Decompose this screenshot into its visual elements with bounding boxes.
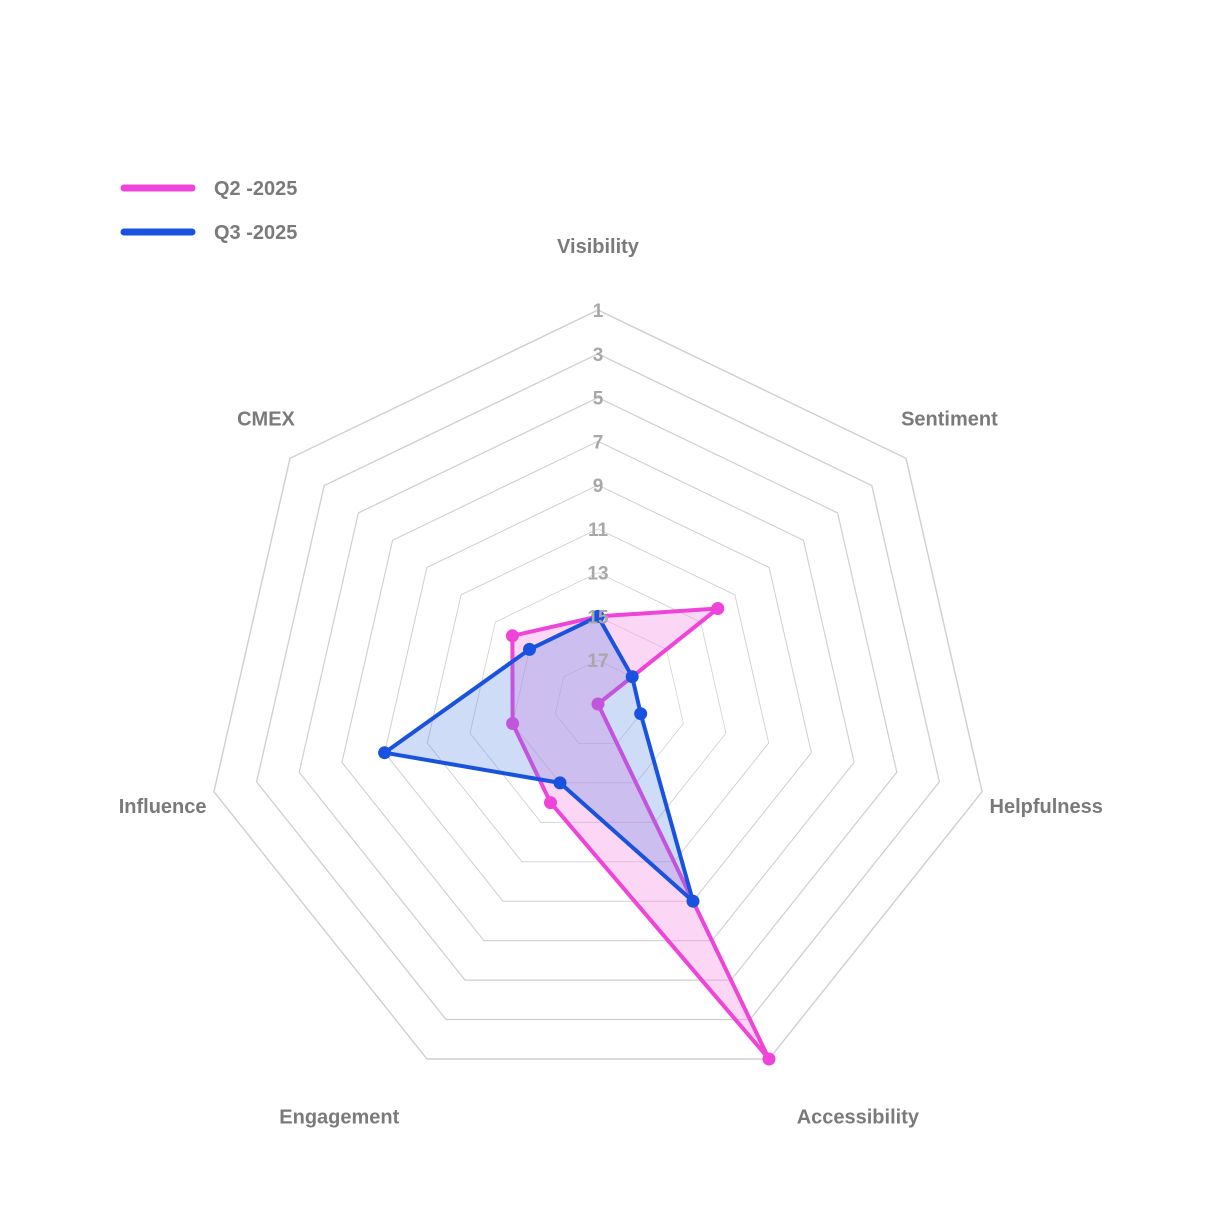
legend-label: Q2 -2025 xyxy=(214,178,297,200)
series-line xyxy=(510,606,771,1061)
axis-label-cmex: CMEX xyxy=(237,408,295,430)
data-point xyxy=(634,707,648,721)
data-point xyxy=(711,602,725,615)
grid-ring xyxy=(384,484,812,902)
grid-ring xyxy=(298,396,898,981)
radar-grid xyxy=(213,309,983,1060)
grid-ring xyxy=(426,528,770,863)
data-point xyxy=(591,697,605,711)
tick-label: 7 xyxy=(593,432,604,453)
legend: Q2 -2025 Q3 -2025 xyxy=(120,178,297,244)
grid-ring xyxy=(255,353,941,1021)
data-point xyxy=(762,1052,776,1066)
tick-label: 13 xyxy=(587,564,608,585)
data-point xyxy=(506,717,520,730)
grid-ring xyxy=(213,309,983,1060)
axis-label-sentiment: Sentiment xyxy=(901,408,998,430)
legend-item: Q3 -2025 xyxy=(120,222,297,244)
grid-ring xyxy=(341,440,855,942)
tick-label: 15 xyxy=(587,607,609,628)
axis-label-visibility: Visibility xyxy=(557,236,640,258)
grid-ring xyxy=(512,616,684,784)
series-area xyxy=(512,608,769,1059)
axis-labels: Visibility Sentiment Helpfulness Accessibil… xyxy=(119,236,1103,1129)
tick-label: 9 xyxy=(593,476,604,497)
data-point xyxy=(686,894,700,908)
data-point xyxy=(625,670,639,684)
grid-ring xyxy=(469,572,727,823)
tick-label: 3 xyxy=(593,345,604,366)
tick-label: 17 xyxy=(587,651,608,672)
axis-label-engagement: Engagement xyxy=(279,1107,399,1129)
series-2 xyxy=(378,609,700,908)
data-point xyxy=(378,746,392,760)
legend-label: Q3 -2025 xyxy=(214,222,297,244)
tick-label: 5 xyxy=(593,389,604,410)
data-point xyxy=(505,629,519,643)
data-point xyxy=(523,642,536,656)
data-point xyxy=(553,776,567,790)
axis-label-accessibility: Accessibility xyxy=(797,1107,920,1129)
axis-label-influence: Influence xyxy=(119,796,207,818)
series-layer xyxy=(378,602,776,1066)
legend-item: Q2 -2025 xyxy=(120,178,297,200)
axis-label-helpfulness: Helpfulness xyxy=(990,796,1103,818)
tick-label: 1 xyxy=(593,301,604,322)
data-point xyxy=(544,796,557,810)
data-point xyxy=(591,609,605,623)
tick-label: 11 xyxy=(588,520,609,541)
